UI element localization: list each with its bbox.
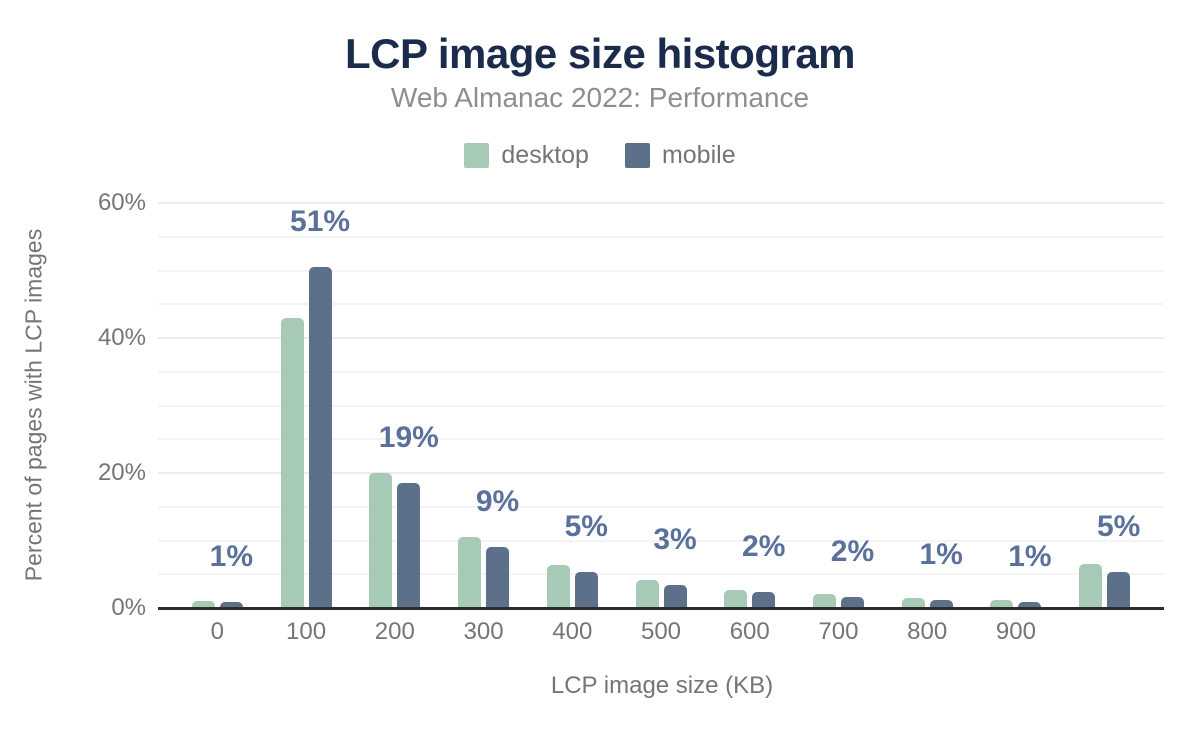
bar-mobile-900 [1018, 601, 1042, 608]
y-tick-label: 20% [97, 459, 146, 486]
x-tick-label: 400 [552, 618, 593, 645]
x-axis-line [158, 607, 1164, 610]
x-tick-label: 700 [818, 618, 859, 645]
x-axis-title: LCP image size (KB) [550, 672, 774, 699]
chart-title: LCP image size histogram [344, 30, 856, 77]
bar-desktop-700 [812, 593, 836, 608]
bar-value-label: 5% [564, 509, 608, 543]
x-tick-label: 100 [286, 618, 327, 645]
bar-value-label: 2% [830, 534, 875, 568]
bar-value-label: 9% [475, 485, 520, 519]
bar-desktop-300 [458, 537, 482, 608]
gridline-20pct [158, 472, 1164, 474]
bar-desktop-600 [724, 589, 748, 608]
bar-value-label: 5% [1096, 510, 1141, 544]
bar-mobile-500 [663, 585, 687, 608]
bar-value-label: 1% [919, 537, 963, 571]
legend-item-mobile: mobile [624, 141, 736, 170]
bar-value-label: 19% [378, 421, 439, 455]
legend-swatch-desktop [464, 143, 490, 168]
y-tick-label: 60% [97, 189, 146, 216]
bar-desktop-0 [191, 601, 215, 608]
gridline-15pct [158, 505, 1164, 508]
y-axis-title: Percent of pages with LCP images [20, 228, 47, 582]
bar-value-label: 1% [209, 539, 254, 573]
legend: desktop mobile [0, 141, 1200, 170]
gridline-35pct [158, 370, 1164, 373]
bar-mobile-300 [486, 547, 510, 608]
bar-mobile-0 [219, 601, 243, 608]
bar-desktop-900 [990, 599, 1014, 608]
bar-mobile-400 [574, 571, 598, 608]
bar-mobile-200 [397, 483, 421, 608]
gridline-30pct [158, 404, 1164, 407]
legend-label: desktop [501, 141, 589, 169]
bar-value-label: 2% [742, 529, 786, 563]
x-tick-label: 0 [210, 618, 225, 645]
bar-mobile-700 [840, 596, 864, 608]
bar-desktop-800 [901, 597, 925, 608]
legend-item-desktop: desktop [464, 141, 589, 170]
y-tick-label: 40% [97, 324, 146, 351]
bar-desktop-400 [546, 565, 570, 608]
bar-mobile-800 [929, 599, 953, 608]
gridline-25pct [158, 438, 1164, 441]
gridline-55pct [158, 235, 1164, 238]
bar-value-label: 51% [290, 205, 351, 239]
legend-label: mobile [661, 141, 736, 169]
x-tick-label: 900 [995, 618, 1036, 645]
legend-swatch-mobile [624, 143, 650, 168]
gridline-60pct [158, 202, 1164, 204]
bar-desktop-last [1079, 564, 1103, 608]
gridline-5pct [158, 573, 1164, 576]
bar-mobile-100 [308, 267, 332, 608]
x-tick-label: 300 [463, 618, 504, 645]
gridline-10pct [158, 539, 1164, 542]
bar-value-label: 1% [1008, 539, 1052, 573]
plot-area: 1% 51% 19% 9% 5% 3% 2% 2% 1% 1% 5% [158, 202, 1164, 610]
bar-desktop-100 [280, 317, 304, 608]
chart-subtitle: Web Almanac 2022: Performance [390, 82, 810, 113]
gridline-40pct [158, 337, 1164, 339]
gridline-50pct [158, 269, 1164, 272]
bar-value-label: 3% [653, 523, 697, 557]
bar-desktop-200 [369, 473, 393, 608]
x-tick-label: 800 [907, 618, 948, 645]
bar-mobile-last [1107, 572, 1131, 608]
x-tick-label: 500 [640, 618, 682, 645]
x-tick-label: 600 [729, 618, 770, 645]
bar-mobile-600 [752, 591, 776, 608]
y-tick-label: 0% [111, 594, 146, 621]
x-tick-label: 200 [374, 618, 415, 645]
gridline-45pct [158, 303, 1164, 306]
bar-desktop-500 [635, 579, 659, 608]
